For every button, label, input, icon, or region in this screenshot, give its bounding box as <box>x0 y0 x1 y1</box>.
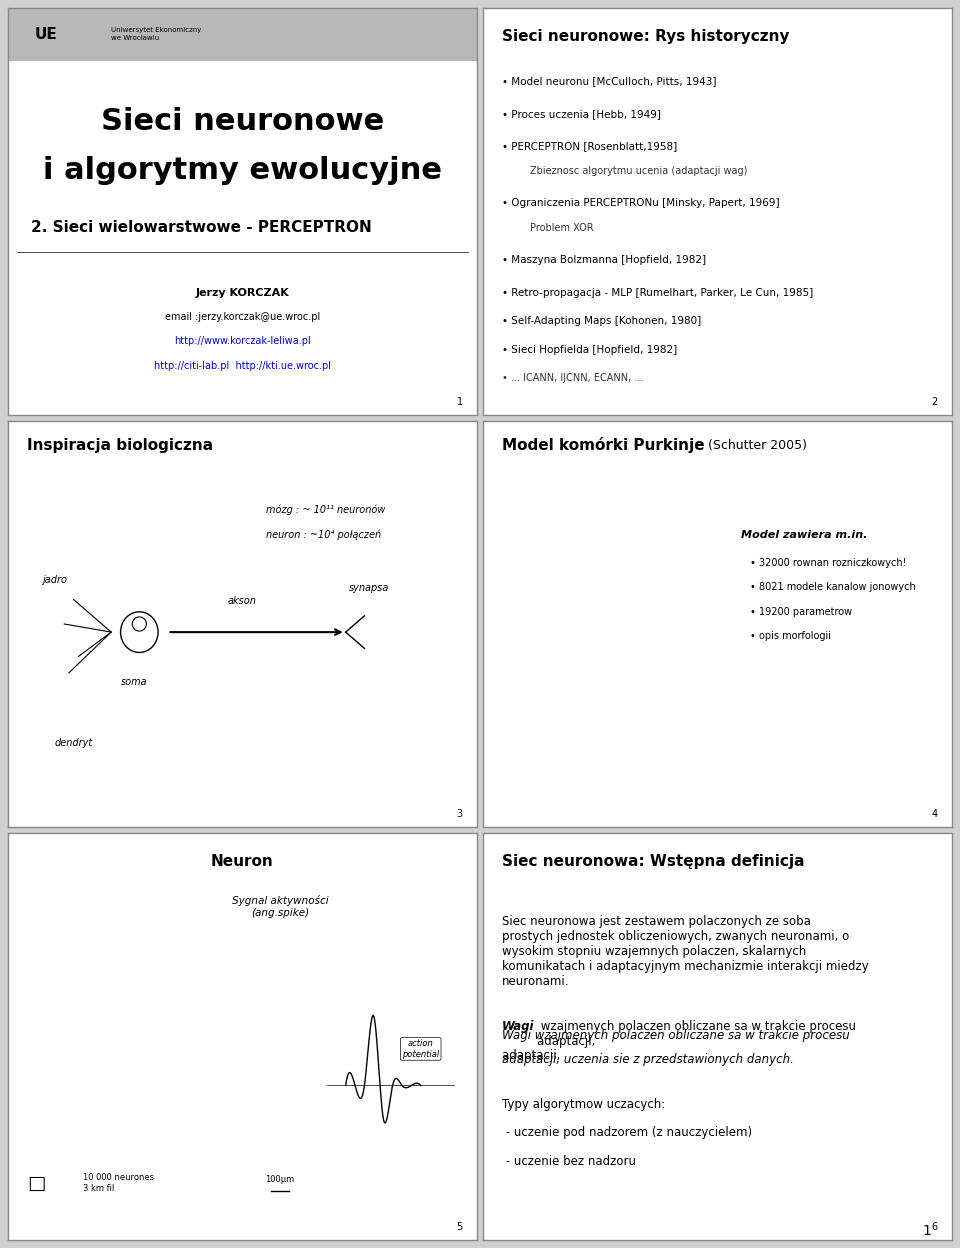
Text: mózg : ~ 10¹¹ neuronów: mózg : ~ 10¹¹ neuronów <box>266 505 385 515</box>
Text: Sygnal aktywności
(ang.spike): Sygnal aktywności (ang.spike) <box>231 895 328 917</box>
Text: • ... ICANN, IJCNN, ECANN, ...: • ... ICANN, IJCNN, ECANN, ... <box>502 373 643 383</box>
Text: Model zawiera m.in.: Model zawiera m.in. <box>741 529 867 539</box>
Text: Uniwersytet Ekonomiczny: Uniwersytet Ekonomiczny <box>111 27 202 34</box>
Ellipse shape <box>121 612 158 653</box>
Text: adaptacji, uczenia sie z przedstawionych danych.: adaptacji, uczenia sie z przedstawionych… <box>502 1053 794 1066</box>
Text: • Ograniczenia PERCEPTRONu [Minsky, Papert, 1969]: • Ograniczenia PERCEPTRONu [Minsky, Pape… <box>502 198 780 208</box>
Text: • Model neuronu [McCulloch, Pitts, 1943]: • Model neuronu [McCulloch, Pitts, 1943] <box>502 76 716 86</box>
Text: • Maszyna Bolzmanna [Hopfield, 1982]: • Maszyna Bolzmanna [Hopfield, 1982] <box>502 255 706 265</box>
Text: Siec neuronowa: Wstępna definicja: Siec neuronowa: Wstępna definicja <box>502 855 804 870</box>
Text: • Proces uczenia [Hebb, 1949]: • Proces uczenia [Hebb, 1949] <box>502 109 660 119</box>
Text: Siec neuronowa jest zestawem polaczonych ze soba
prostych jednostek obliczeniowy: Siec neuronowa jest zestawem polaczonych… <box>502 915 869 987</box>
Text: wzajmenych polaczen obliczane sa w trakcie procesu
adaptacji,: wzajmenych polaczen obliczane sa w trakc… <box>537 1021 856 1048</box>
Text: 5: 5 <box>457 1222 463 1232</box>
Text: 2. Sieci wielowarstwowe - PERCEPTRON: 2. Sieci wielowarstwowe - PERCEPTRON <box>32 220 372 235</box>
Text: email :jerzy.korczak@ue.wroc.pl: email :jerzy.korczak@ue.wroc.pl <box>165 312 320 322</box>
Text: adaptacji,: adaptacji, <box>502 1048 564 1062</box>
Text: UE: UE <box>35 27 57 42</box>
Text: Sieci neuronowe: Rys historyczny: Sieci neuronowe: Rys historyczny <box>502 29 789 44</box>
Text: Inspiracja biologiczna: Inspiracja biologiczna <box>27 438 213 453</box>
Text: Wagi wzajmenych polaczen obliczane sa w trakcie procesu: Wagi wzajmenych polaczen obliczane sa w … <box>502 1028 850 1042</box>
Text: akson: akson <box>228 595 257 605</box>
Text: 10 000 neurones
3 km fil: 10 000 neurones 3 km fil <box>84 1173 154 1193</box>
Text: 4: 4 <box>932 809 938 819</box>
Text: synapsa: synapsa <box>348 584 390 594</box>
Text: 1: 1 <box>923 1224 931 1238</box>
Text: • Retro-propagacja - MLP [Rumelhart, Parker, Le Cun, 1985]: • Retro-propagacja - MLP [Rumelhart, Par… <box>502 288 813 298</box>
Ellipse shape <box>132 617 146 631</box>
Text: • Self-Adapting Maps [Kohonen, 1980]: • Self-Adapting Maps [Kohonen, 1980] <box>502 316 701 326</box>
Text: Zbieznosc algorytmu ucenia (adaptacji wag): Zbieznosc algorytmu ucenia (adaptacji wa… <box>530 166 747 176</box>
Text: (Schutter 2005): (Schutter 2005) <box>708 438 807 452</box>
Text: • Sieci Hopfielda [Hopfield, 1982]: • Sieci Hopfielda [Hopfield, 1982] <box>502 344 677 354</box>
Text: i algorytmy ewolucyjne: i algorytmy ewolucyjne <box>43 156 442 185</box>
Text: dendryt: dendryt <box>55 738 93 748</box>
Text: jadro: jadro <box>42 575 67 585</box>
Text: neuron : ~10⁴ połączeń: neuron : ~10⁴ połączeń <box>266 529 381 540</box>
Text: Sieci neuronowe: Sieci neuronowe <box>101 107 384 136</box>
Text: action
potential: action potential <box>402 1040 440 1058</box>
Text: Neuron: Neuron <box>211 855 274 870</box>
Text: http://www.korczak-leliwa.pl: http://www.korczak-leliwa.pl <box>174 337 311 347</box>
Text: http://citi-lab.pl  http://kti.ue.wroc.pl: http://citi-lab.pl http://kti.ue.wroc.pl <box>154 361 331 371</box>
FancyBboxPatch shape <box>8 7 477 61</box>
Text: • 32000 rownan rozniczkowych!: • 32000 rownan rozniczkowych! <box>751 558 907 568</box>
Text: • 19200 parametrow: • 19200 parametrow <box>751 607 852 617</box>
Text: Problem XOR: Problem XOR <box>530 222 593 232</box>
Text: 100μm: 100μm <box>265 1174 295 1183</box>
Text: • PERCEPTRON [Rosenblatt,1958]: • PERCEPTRON [Rosenblatt,1958] <box>502 141 677 151</box>
Text: 2: 2 <box>931 397 938 407</box>
Text: • 8021 modele kanalow jonowych: • 8021 modele kanalow jonowych <box>751 583 916 593</box>
Text: 3: 3 <box>457 809 463 819</box>
Text: soma: soma <box>121 676 148 686</box>
Text: Jerzy KORCZAK: Jerzy KORCZAK <box>196 288 289 298</box>
Text: 6: 6 <box>932 1222 938 1232</box>
Text: - uczenie pod nadzorem (z nauczycielem): - uczenie pod nadzorem (z nauczycielem) <box>502 1126 752 1139</box>
Text: □: □ <box>27 1173 45 1193</box>
Text: 1: 1 <box>457 397 463 407</box>
Text: - uczenie bez nadzoru: - uczenie bez nadzoru <box>502 1154 636 1168</box>
Text: Wagi: Wagi <box>502 1021 535 1033</box>
Text: Model komórki Purkinje: Model komórki Purkinje <box>502 437 705 453</box>
Text: Typy algorytmow uczacych:: Typy algorytmow uczacych: <box>502 1098 665 1111</box>
Text: we Wrocławiu: we Wrocławiu <box>111 35 159 41</box>
Text: • opis morfologii: • opis morfologii <box>751 631 831 641</box>
